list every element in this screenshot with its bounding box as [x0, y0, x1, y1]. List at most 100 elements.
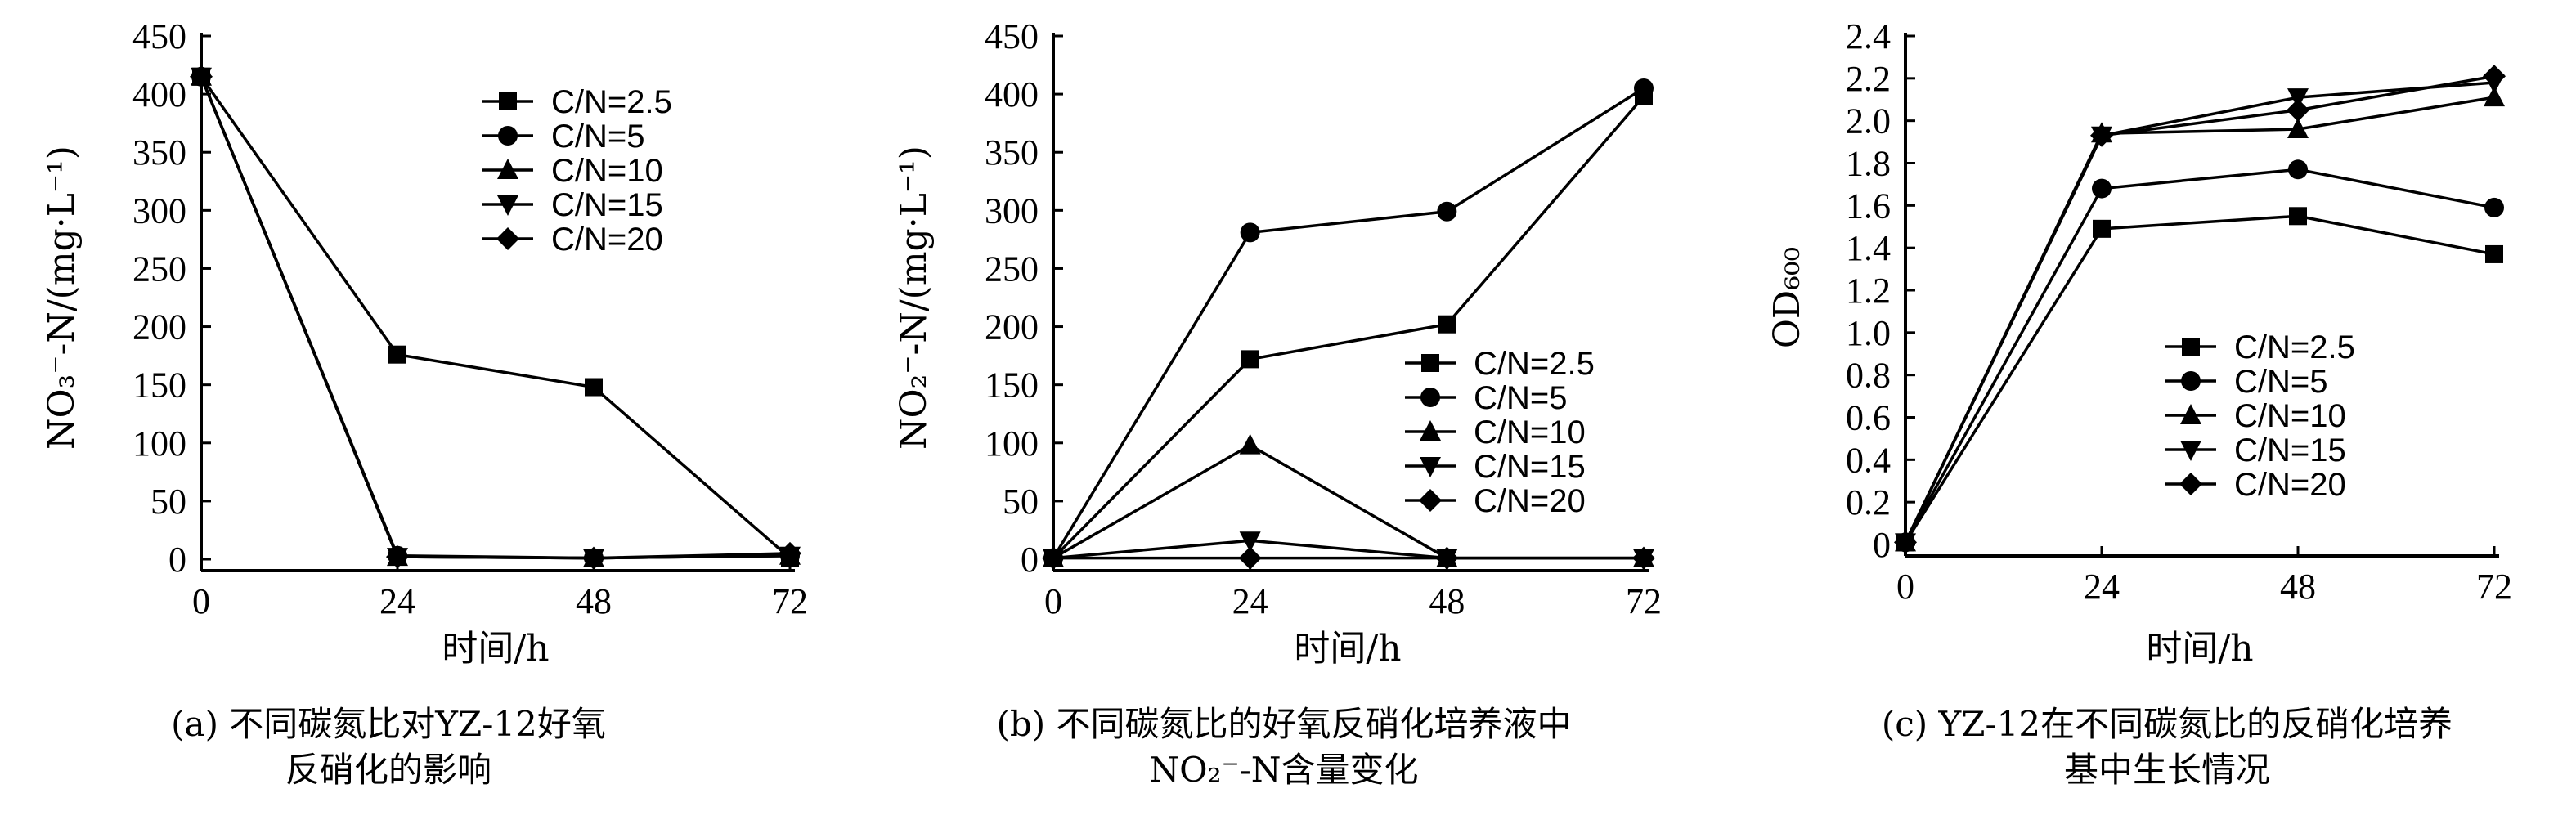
caption-c-line-1: (c) YZ-12在不同碳氮比的反硝化培养 — [1881, 704, 2453, 744]
x-tick-label: 72 — [2476, 567, 2512, 607]
x-tick-label: 24 — [379, 581, 415, 621]
legend-marker — [2179, 473, 2202, 495]
y-tick-label: 0.2 — [1846, 482, 1891, 522]
y-tick-label: 0.6 — [1846, 398, 1891, 438]
data-point-marker — [2287, 88, 2309, 110]
caption-a: (a) 不同碳氮比对YZ-12好氧 反硝化的影响 — [0, 701, 777, 793]
y-tick-label: 0.4 — [1846, 440, 1891, 480]
y-tick-label: 50 — [1003, 482, 1039, 522]
series-line-2 — [1904, 168, 2495, 544]
series-line-3 — [1904, 96, 2495, 544]
legend-entry-label: C/N=5 — [551, 119, 645, 155]
data-point-marker — [2485, 244, 2503, 263]
y-tick-label: 250 — [132, 249, 186, 289]
y-axis-title: OD₆₀₀ — [1766, 247, 1808, 348]
legend-entry-label: C/N=10 — [2234, 398, 2346, 434]
y-tick-label: 1.4 — [1846, 228, 1891, 268]
y-tick-label: 0 — [168, 540, 186, 580]
data-point-marker — [1634, 78, 1654, 98]
caption-c-line-2: 基中生长情况 — [2063, 750, 2270, 790]
data-point-marker — [582, 546, 605, 570]
y-axis-title: NO₂⁻-N/(mg·L⁻¹) — [893, 146, 935, 450]
legend-entry-label: C/N=2.5 — [1474, 346, 1595, 382]
data-point-marker — [2288, 159, 2308, 180]
data-point-marker — [585, 378, 603, 397]
y-tick-label: 50 — [150, 482, 186, 522]
legend-marker — [2180, 441, 2201, 461]
data-point-marker — [2287, 118, 2309, 139]
caption-c: (c) YZ-12在不同碳氮比的反硝化培养 基中生长情况 — [1758, 701, 2576, 793]
series-line-1 — [1052, 95, 1645, 559]
caption-a-line-1: (a) 不同碳氮比对YZ-12好氧 — [171, 704, 606, 744]
caption-b: (b) 不同碳氮比的好氧反硝化培养液中 NO₂⁻-N含量变化 — [875, 701, 1693, 793]
x-tick-label: 72 — [772, 581, 808, 621]
x-tick-label: 0 — [192, 581, 210, 621]
chart-panel-a: 0 50 100 150 200 250 300 350 400 450 0 24 48 72 时间/h NO… — [41, 16, 808, 670]
legend-entry-label: C/N=15 — [2234, 432, 2346, 468]
y-tick-label: 450 — [132, 16, 186, 56]
y-tick-label: 2.4 — [1846, 16, 1891, 56]
x-tick-label: 48 — [576, 581, 612, 621]
caption-a-line-2: 反硝化的影响 — [285, 750, 491, 790]
y-tick-label: 300 — [132, 190, 186, 231]
caption-b-line-1: (b) 不同碳氮比的好氧反硝化培养液中 — [996, 704, 1572, 744]
data-point-marker — [1632, 546, 1655, 570]
data-point-marker — [779, 541, 801, 565]
data-point-marker — [190, 65, 213, 88]
data-point-marker — [2092, 178, 2112, 199]
series-line-3 — [200, 76, 791, 560]
y-tick-label: 200 — [132, 307, 186, 347]
x-axis-title: 时间/h — [1294, 628, 1401, 670]
chart-panel-c: 00.20.40.60.81.01.21.41.61.82.02.22.40 24… — [1766, 16, 2512, 670]
data-point-marker — [1239, 531, 1261, 553]
series-line-2 — [200, 76, 791, 560]
series-line-1 — [1904, 214, 2495, 544]
y-axis-title: NO₃⁻-N/(mg·L⁻¹) — [41, 146, 83, 450]
chart-panel-b: 0 50 100 150 200 250 300 350 400 450 0 24 48 72 时间/h NO… — [893, 16, 1662, 670]
data-point-marker — [2090, 123, 2113, 147]
legend-marker — [2180, 404, 2201, 424]
series-line-4 — [200, 76, 791, 560]
y-tick-label: 0 — [1021, 540, 1039, 580]
legend-marker — [497, 195, 518, 216]
legend-marker — [1420, 457, 1441, 477]
legend-entry-label: C/N=5 — [1474, 380, 1568, 416]
legend-entry-label: C/N=15 — [1474, 449, 1586, 485]
x-tick-label: 72 — [1626, 581, 1662, 621]
x-tick-label: 24 — [1232, 581, 1268, 621]
x-axis-title: 时间/h — [2146, 628, 2253, 670]
data-point-marker — [1438, 315, 1456, 334]
data-point-marker — [386, 545, 409, 569]
data-point-marker — [388, 345, 406, 364]
data-point-marker — [1239, 433, 1261, 455]
y-tick-label: 2.2 — [1846, 59, 1891, 99]
y-tick-label: 1.0 — [1846, 313, 1891, 353]
x-tick-label: 0 — [1896, 567, 1914, 607]
series-line-1 — [200, 75, 792, 559]
legend-entry-label: C/N=10 — [551, 153, 663, 189]
legend-marker — [497, 159, 518, 179]
caption-b-line-2: NO₂⁻-N含量变化 — [1149, 750, 1419, 790]
y-tick-label: 100 — [985, 423, 1039, 464]
y-tick-label: 0 — [1873, 525, 1891, 565]
legend-entry-label: C/N=5 — [2234, 364, 2328, 400]
x-tick-label: 0 — [1044, 581, 1062, 621]
data-point-marker — [1240, 222, 1260, 243]
x-tick-label: 48 — [1429, 581, 1465, 621]
data-point-marker — [2287, 98, 2309, 122]
x-tick-label: 48 — [2280, 567, 2316, 607]
series-line-5 — [1904, 74, 2495, 544]
x-axis-title: 时间/h — [442, 628, 549, 670]
series-line-5 — [200, 76, 791, 560]
data-point-marker — [2484, 197, 2504, 217]
data-point-marker — [2483, 65, 2506, 88]
y-tick-label: 350 — [132, 132, 186, 173]
data-point-marker — [1437, 201, 1457, 222]
y-tick-label: 450 — [985, 16, 1039, 56]
y-tick-label: 350 — [985, 132, 1039, 173]
y-tick-label: 200 — [985, 307, 1039, 347]
legend-marker — [1420, 420, 1441, 441]
y-tick-label: 400 — [985, 74, 1039, 114]
legend-marker — [496, 227, 519, 250]
